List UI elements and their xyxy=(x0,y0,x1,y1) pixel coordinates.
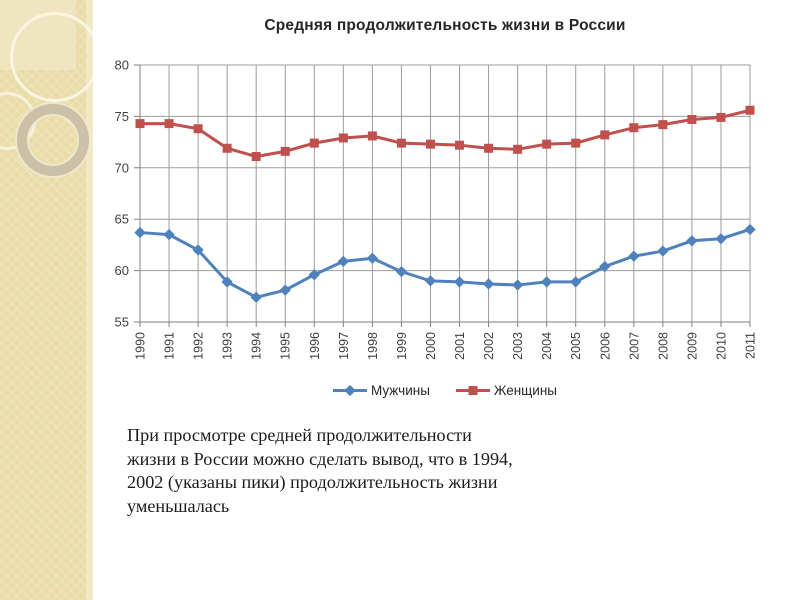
data-point xyxy=(338,133,348,143)
data-point xyxy=(658,120,668,130)
x-tick-label: 1993 xyxy=(221,332,235,360)
legend-item-men: Мужчины xyxy=(333,383,430,398)
caption-line: При просмотре средней продолжительности xyxy=(127,425,472,445)
sidebar-decoration xyxy=(0,0,93,600)
data-point xyxy=(164,119,174,129)
x-tick-label: 2010 xyxy=(714,332,728,360)
decor-thin-circle xyxy=(10,12,93,102)
data-point xyxy=(193,124,203,134)
data-point xyxy=(571,138,581,148)
data-point xyxy=(222,143,232,153)
data-point xyxy=(134,226,146,239)
data-point xyxy=(541,276,553,288)
data-point xyxy=(135,119,145,129)
caption-line: жизни в России можно сделать вывод, что … xyxy=(127,448,513,469)
data-point xyxy=(744,223,756,236)
data-point xyxy=(221,276,233,288)
data-point xyxy=(251,151,261,161)
data-point xyxy=(366,252,379,264)
series-line-0 xyxy=(138,227,752,299)
data-point xyxy=(453,276,466,288)
y-tick-label: 65 xyxy=(115,212,129,227)
data-point xyxy=(745,105,755,115)
series-line-1 xyxy=(138,108,752,158)
data-point xyxy=(396,138,406,148)
decor-edge-stripe xyxy=(86,0,93,600)
data-point xyxy=(308,269,320,281)
caption-text: При просмотре средней продолжительности … xyxy=(127,424,627,518)
x-tick-label: 2006 xyxy=(598,332,612,360)
data-point xyxy=(629,123,639,133)
x-tick-label: 2001 xyxy=(453,332,467,360)
x-tick-label: 1990 xyxy=(134,332,148,360)
data-point xyxy=(395,265,408,278)
data-point xyxy=(511,279,524,291)
data-point xyxy=(716,112,726,122)
data-point xyxy=(455,140,465,150)
x-tick-label: 2007 xyxy=(627,332,641,360)
x-tick-label: 2002 xyxy=(482,332,496,360)
data-point xyxy=(484,143,494,153)
data-point xyxy=(542,139,552,149)
caption-line: уменьшалась xyxy=(127,495,230,516)
data-point xyxy=(279,284,291,296)
x-tick-label: 1995 xyxy=(279,332,293,360)
data-point xyxy=(599,260,611,273)
men-series-marker-icon xyxy=(333,384,367,397)
data-point xyxy=(163,228,175,241)
data-point xyxy=(657,245,669,257)
x-tick-label: 1999 xyxy=(395,332,409,360)
data-point xyxy=(250,291,262,303)
data-point xyxy=(192,244,204,256)
x-tick-label: 2008 xyxy=(656,332,670,360)
data-point xyxy=(424,275,437,287)
data-point xyxy=(280,146,290,156)
y-tick-label: 60 xyxy=(115,263,129,278)
y-tick-label: 80 xyxy=(115,58,129,73)
x-tick-label: 1996 xyxy=(308,332,322,360)
legend-item-women: Женщины xyxy=(455,383,557,398)
x-tick-label: 2004 xyxy=(540,332,554,360)
x-tick-label: 1991 xyxy=(163,332,177,360)
legend-label-men: Мужчины xyxy=(371,383,430,398)
data-point xyxy=(482,278,495,290)
data-point xyxy=(513,144,523,154)
legend-label-women: Женщины xyxy=(493,383,557,398)
data-point xyxy=(628,250,640,262)
data-point xyxy=(309,138,319,148)
y-tick-label: 70 xyxy=(115,160,129,175)
y-tick-label: 55 xyxy=(115,315,129,330)
data-point xyxy=(600,130,610,140)
x-tick-label: 2009 xyxy=(685,332,699,360)
x-tick-label: 2003 xyxy=(511,332,525,360)
data-point xyxy=(715,233,727,245)
data-point xyxy=(367,131,377,141)
decor-ring xyxy=(17,104,89,176)
data-point xyxy=(425,139,435,149)
x-tick-label: 2005 xyxy=(569,332,583,360)
chart-title: Средняя продолжительность жизни в России xyxy=(264,17,626,34)
y-tick-label: 75 xyxy=(115,109,129,124)
data-point xyxy=(570,276,582,288)
chart-plot-area: 1990 1991 1992 1993 1994 1995 1996 1997 1998 1999… xyxy=(115,58,758,360)
data-point xyxy=(687,114,697,124)
caption-line: 2002 (указаны пики) продолжительность жи… xyxy=(127,472,498,492)
x-tick-label: 1994 xyxy=(250,332,264,360)
x-tick-label: 1998 xyxy=(366,332,380,360)
x-tick-label: 1997 xyxy=(337,332,351,360)
x-tick-label: 2011 xyxy=(744,332,758,359)
data-point xyxy=(686,235,698,247)
chart-legend: Мужчины Женщины xyxy=(140,383,750,398)
data-point xyxy=(337,255,349,268)
x-tick-label: 1992 xyxy=(192,332,206,360)
x-tick-label: 2000 xyxy=(424,332,438,360)
women-series-marker-icon xyxy=(455,386,490,395)
